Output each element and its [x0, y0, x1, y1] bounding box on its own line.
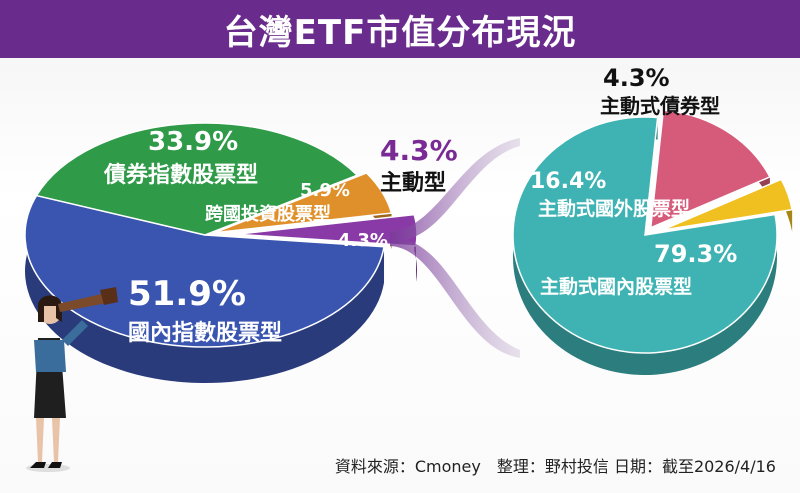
right-pie-slice-1 — [649, 109, 771, 229]
left-pie-slice-2 — [214, 172, 393, 234]
left-pie-label-name-1: 債券指數股票型 — [103, 162, 258, 188]
page-title: 台灣ETF市值分布現況 — [223, 12, 577, 53]
callout-label: 主動型 — [380, 171, 446, 196]
right-pie-chart — [512, 109, 794, 375]
right-pie-label-value-2: 4.3% — [603, 64, 670, 92]
left-pie-label-name-2: 跨國投資股票型 — [205, 203, 331, 225]
callout-value: 4.3% — [380, 134, 458, 167]
left-pie-label-value-2: 5.9% — [300, 180, 350, 201]
left-pie-label-name-0: 國內指數股票型 — [128, 321, 282, 346]
source-note: 資料來源：Cmoney 整理：野村投信 日期：截至2026/4/16 — [334, 457, 776, 476]
chart-area: 51.9% 國內指數股票型 33.9% 債券指數股票型 5.9% 跨國投資股票型… — [24, 64, 794, 472]
left-pie-label-value-3: 4.3% — [338, 230, 388, 251]
left-pie-slice-side-0 — [25, 195, 385, 383]
left-pie-slice-0 — [24, 194, 385, 348]
left-pie-label-value-0: 51.9% — [128, 274, 246, 314]
left-pie-slice-1 — [35, 122, 359, 236]
right-pie-label-name-1: 主動式國外股票型 — [538, 197, 690, 220]
right-pie-label-name-0: 主動式國內股票型 — [540, 275, 692, 298]
right-pie-label-name-2: 主動式債券型 — [600, 94, 720, 118]
right-pie-slice-0 — [512, 116, 778, 354]
person-telescope-illustration — [26, 287, 118, 472]
left-pie-label-value-1: 33.9% — [148, 127, 238, 157]
title-bar: 台灣ETF市值分布現況 — [0, 0, 800, 58]
right-pie-label-value-0: 79.3% — [654, 240, 737, 268]
right-pie-slice-2 — [661, 178, 794, 231]
explode-connector — [390, 138, 520, 358]
right-pie-label-value-1: 16.4% — [530, 169, 606, 194]
